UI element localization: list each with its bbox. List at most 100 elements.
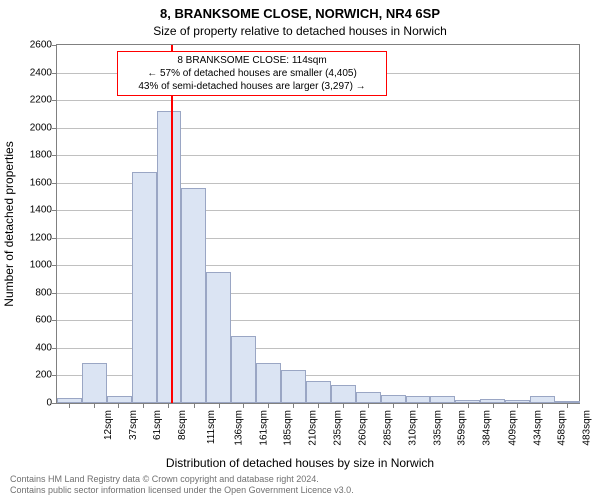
histogram-bar [406, 396, 431, 403]
x-tick-mark [393, 404, 394, 408]
x-tick-mark [219, 404, 220, 408]
y-tick-mark [52, 128, 56, 129]
grid-line [57, 100, 579, 101]
y-tick-mark [52, 403, 56, 404]
footer-line1: Contains HM Land Registry data © Crown c… [10, 474, 354, 485]
histogram-bar [555, 401, 580, 403]
annotation-line: ← 57% of detached houses are smaller (4,… [122, 67, 382, 80]
property-marker-line [171, 45, 173, 403]
x-tick-label: 434sqm [532, 410, 543, 446]
y-tick-mark [52, 348, 56, 349]
histogram-bar [331, 385, 356, 403]
x-tick-mark [542, 404, 543, 408]
x-tick-mark [118, 404, 119, 408]
x-tick-label: 260sqm [358, 410, 369, 446]
x-tick-mark [318, 404, 319, 408]
histogram-bar [505, 400, 530, 403]
histogram-bar [157, 111, 182, 403]
y-tick-label: 1600 [0, 177, 52, 188]
y-tick-label: 600 [0, 315, 52, 326]
annotation-box: 8 BRANKSOME CLOSE: 114sqm← 57% of detach… [117, 51, 387, 96]
x-tick-label: 335sqm [433, 410, 444, 446]
x-tick-mark [493, 404, 494, 408]
grid-line [57, 128, 579, 129]
chart-stage: 8, BRANKSOME CLOSE, NORWICH, NR4 6SP Siz… [0, 0, 600, 500]
histogram-bar [455, 400, 480, 403]
annotation-line: 43% of semi-detached houses are larger (… [122, 80, 382, 93]
histogram-bar [306, 381, 331, 403]
x-tick-label: 384sqm [482, 410, 493, 446]
x-tick-label: 235sqm [332, 410, 343, 446]
y-tick-label: 400 [0, 342, 52, 353]
x-tick-mark [243, 404, 244, 408]
y-axis-label: Number of detached properties [2, 141, 16, 306]
footer-line2: Contains public sector information licen… [10, 485, 354, 496]
histogram-bar [181, 188, 206, 403]
histogram-bar [132, 172, 157, 403]
histogram-bar [82, 363, 107, 403]
y-tick-mark [52, 375, 56, 376]
title-sub: Size of property relative to detached ho… [0, 24, 600, 38]
x-tick-mark [94, 404, 95, 408]
x-tick-label: 310sqm [408, 410, 419, 446]
y-tick-label: 2400 [0, 67, 52, 78]
histogram-bar [530, 396, 555, 403]
grid-line [57, 155, 579, 156]
x-tick-mark [194, 404, 195, 408]
x-tick-mark [168, 404, 169, 408]
histogram-bar [356, 392, 381, 403]
x-tick-label: 458sqm [556, 410, 567, 446]
title-main: 8, BRANKSOME CLOSE, NORWICH, NR4 6SP [0, 6, 600, 21]
y-tick-label: 2600 [0, 40, 52, 51]
y-tick-label: 1000 [0, 260, 52, 271]
y-tick-mark [52, 155, 56, 156]
histogram-bar [281, 370, 306, 403]
annotation-line: 8 BRANKSOME CLOSE: 114sqm [122, 54, 382, 67]
y-tick-mark [52, 210, 56, 211]
x-tick-label: 210sqm [307, 410, 318, 446]
y-tick-label: 2200 [0, 95, 52, 106]
x-tick-mark [143, 404, 144, 408]
x-tick-mark [468, 404, 469, 408]
x-tick-mark [368, 404, 369, 408]
x-tick-label: 61sqm [152, 410, 163, 440]
y-tick-mark [52, 238, 56, 239]
y-tick-mark [52, 265, 56, 266]
histogram-bar [381, 395, 406, 403]
y-tick-label: 200 [0, 370, 52, 381]
x-axis-label: Distribution of detached houses by size … [0, 456, 600, 470]
x-tick-label: 483sqm [581, 410, 592, 446]
x-tick-mark [69, 404, 70, 408]
x-tick-label: 161sqm [258, 410, 269, 446]
x-tick-label: 12sqm [103, 410, 114, 440]
y-tick-label: 0 [0, 398, 52, 409]
x-tick-label: 185sqm [282, 410, 293, 446]
histogram-bar [430, 396, 455, 403]
x-tick-mark [567, 404, 568, 408]
x-tick-label: 285sqm [383, 410, 394, 446]
x-tick-label: 37sqm [128, 410, 139, 440]
x-tick-label: 359sqm [457, 410, 468, 446]
y-tick-label: 1400 [0, 205, 52, 216]
y-tick-mark [52, 73, 56, 74]
x-tick-mark [442, 404, 443, 408]
histogram-bar [206, 272, 231, 403]
x-tick-mark [293, 404, 294, 408]
x-tick-mark [517, 404, 518, 408]
y-tick-mark [52, 100, 56, 101]
y-tick-label: 1200 [0, 232, 52, 243]
x-tick-label: 111sqm [207, 410, 218, 444]
y-tick-label: 1800 [0, 150, 52, 161]
x-tick-mark [343, 404, 344, 408]
y-tick-mark [52, 45, 56, 46]
x-tick-mark [417, 404, 418, 408]
footer-attribution: Contains HM Land Registry data © Crown c… [10, 474, 354, 496]
y-tick-mark [52, 293, 56, 294]
y-tick-mark [52, 183, 56, 184]
plot-area: 8 BRANKSOME CLOSE: 114sqm← 57% of detach… [56, 44, 580, 404]
histogram-bar [57, 398, 82, 404]
x-tick-label: 409sqm [507, 410, 518, 446]
histogram-bar [107, 396, 132, 403]
histogram-bar [256, 363, 281, 403]
y-tick-label: 800 [0, 287, 52, 298]
